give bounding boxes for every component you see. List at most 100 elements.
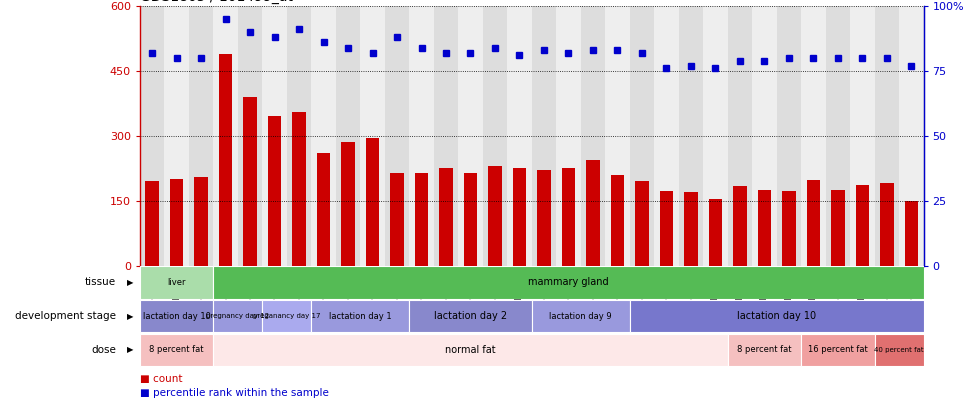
Bar [317,153,330,266]
Text: preganancy day 17: preganancy day 17 [253,313,320,319]
Bar [287,6,312,266]
Bar [874,6,899,266]
Text: normal fat: normal fat [445,345,496,355]
Bar [439,168,453,266]
Bar [831,190,844,266]
Bar [654,6,678,266]
Text: lactation day 10: lactation day 10 [143,311,210,321]
Text: 8 percent fat: 8 percent fat [150,345,204,354]
Bar [140,266,213,298]
Bar [458,6,482,266]
Bar [213,300,262,332]
Bar [684,192,698,266]
Bar [146,181,159,266]
Bar [342,143,355,266]
Bar [464,173,478,266]
Bar [488,166,502,266]
Bar [581,6,605,266]
Bar [660,191,674,266]
Bar [213,334,728,366]
Bar [850,6,874,266]
Text: 8 percent fat: 8 percent fat [737,345,791,354]
Text: dose: dose [91,345,116,355]
Bar [312,6,336,266]
Bar [874,334,924,366]
Bar [678,6,703,266]
Text: lactation day 10: lactation day 10 [737,311,816,321]
Text: 40 percent fat: 40 percent fat [874,347,924,353]
Bar [728,6,752,266]
Bar [243,97,257,266]
Bar [703,6,728,266]
Bar [752,6,777,266]
Text: ▶: ▶ [127,311,134,321]
Bar [140,300,213,332]
Bar [826,6,850,266]
Bar [605,6,630,266]
Text: development stage: development stage [14,311,116,321]
Bar [262,300,312,332]
Text: pregnancy day 12: pregnancy day 12 [207,313,269,319]
Bar [733,185,747,266]
Bar [140,6,164,266]
Bar [292,112,306,266]
Bar [801,334,874,366]
Bar [880,183,894,266]
Bar [213,6,237,266]
Bar [777,6,801,266]
Text: ▶: ▶ [127,278,134,287]
Text: ▶: ▶ [127,345,134,354]
Bar [899,6,924,266]
Bar [140,334,213,366]
Bar [336,6,360,266]
Bar [409,6,433,266]
Bar [556,6,581,266]
Bar [538,171,551,266]
Bar [807,181,820,266]
Text: lactation day 9: lactation day 9 [549,311,612,321]
Text: ■ count: ■ count [140,374,182,384]
Bar [629,6,654,266]
Bar [586,160,599,266]
Bar [482,6,508,266]
Bar [268,116,282,266]
Text: tissue: tissue [85,277,116,288]
Text: ■ percentile rank within the sample: ■ percentile rank within the sample [140,388,329,398]
Bar [611,175,624,266]
Bar [708,198,722,266]
Bar [904,201,918,266]
Bar [390,173,403,266]
Bar [508,6,532,266]
Bar [170,179,183,266]
Bar [360,6,385,266]
Bar [366,138,379,266]
Bar [312,300,409,332]
Text: mammary gland: mammary gland [528,277,609,288]
Text: GDS1805 / 101499_at: GDS1805 / 101499_at [140,0,293,4]
Bar [532,6,556,266]
Bar [856,185,869,266]
Text: lactation day 2: lactation day 2 [434,311,507,321]
Bar [262,6,287,266]
Bar [512,168,526,266]
Bar [409,300,532,332]
Bar [801,6,826,266]
Bar [782,191,795,266]
Bar [562,168,575,266]
Bar [415,173,428,266]
Text: lactation day 1: lactation day 1 [329,311,392,321]
Bar [728,334,801,366]
Bar [635,181,648,266]
Bar [189,6,213,266]
Bar [434,6,458,266]
Text: 16 percent fat: 16 percent fat [808,345,868,354]
Bar [219,54,233,266]
Bar [629,300,924,332]
Text: liver: liver [167,278,186,287]
Bar [164,6,189,266]
Bar [385,6,409,266]
Bar [237,6,262,266]
Bar [758,190,771,266]
Bar [194,177,207,266]
Bar [532,300,629,332]
